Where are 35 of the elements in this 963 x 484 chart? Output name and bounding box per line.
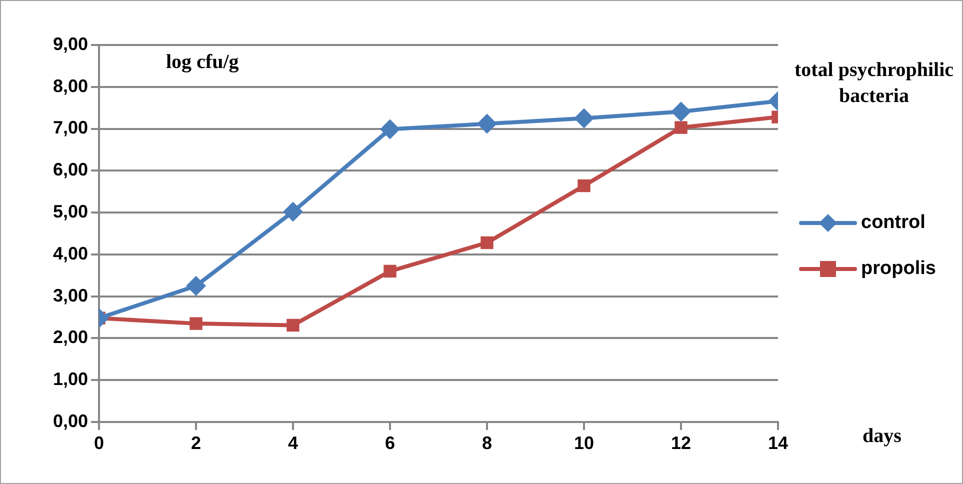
x-tick-label: 2 <box>190 432 202 453</box>
x-axis-title: days <box>862 425 902 448</box>
y-tick-label: 1,00 <box>52 369 88 390</box>
legend-label: control <box>861 212 926 234</box>
x-tick-label: 8 <box>482 432 492 453</box>
point <box>186 276 206 296</box>
y-tick-label: 6,00 <box>52 160 88 180</box>
y-tick-label: 5,00 <box>52 202 88 222</box>
point <box>190 317 202 330</box>
y-tick-label: 2,00 <box>52 327 88 348</box>
point <box>674 121 688 134</box>
x-tick-label: 0 <box>94 432 104 453</box>
x-tick-label: 4 <box>288 432 298 453</box>
point <box>380 119 400 140</box>
point <box>671 102 691 122</box>
x-tick-label: 10 <box>574 432 594 453</box>
y-tick-label: 0,00 <box>52 410 88 431</box>
y-tick-label: 9,00 <box>52 34 88 54</box>
y-tick-label: 4,00 <box>52 243 88 264</box>
x-tick-label: 6 <box>384 432 396 453</box>
point <box>578 179 590 192</box>
y-tick-label: 3,00 <box>52 285 88 306</box>
x-tick-label: 14 <box>768 432 788 453</box>
legend-label: propolis <box>861 258 936 280</box>
text: total psychrophilic bacteria <box>793 58 955 109</box>
point <box>283 202 303 222</box>
point <box>384 264 396 278</box>
y-axis-title: log cfu/g <box>166 51 239 74</box>
x-tick-label: 12 <box>670 432 692 453</box>
point <box>574 108 594 128</box>
point <box>286 318 300 332</box>
y-tick-label: 8,00 <box>52 76 88 96</box>
point <box>477 114 497 134</box>
point <box>480 236 494 250</box>
y-tick-label: 7,00 <box>52 118 88 138</box>
